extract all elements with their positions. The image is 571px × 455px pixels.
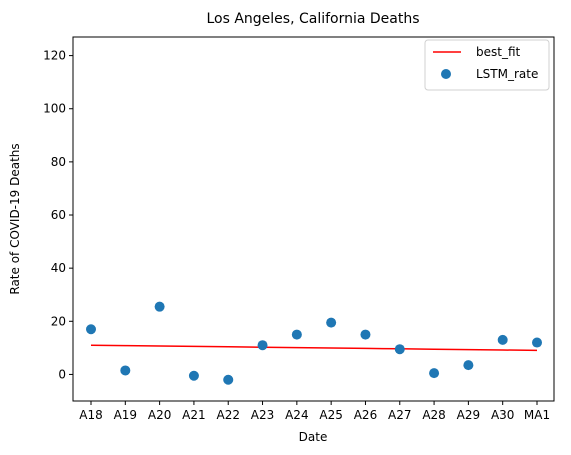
chart-title: Los Angeles, California Deaths <box>206 11 419 27</box>
lstm-rate-point <box>360 329 371 340</box>
lstm-rate-point <box>429 368 440 379</box>
lstm-rate-point <box>223 374 234 385</box>
x-tick-label: A21 <box>182 408 205 422</box>
legend-marker-swatch <box>441 69 451 79</box>
y-tick-label: 40 <box>51 261 66 275</box>
y-axis: 0 20 40 60 80 100 120 <box>43 49 73 381</box>
lstm-rate-point <box>86 324 96 335</box>
best-fit-line <box>90 344 538 352</box>
x-tick-label: A23 <box>251 408 274 422</box>
x-tick-label: A24 <box>285 408 308 422</box>
lstm-rate-point <box>291 329 302 340</box>
x-tick-label: A25 <box>319 408 342 422</box>
y-tick-label: 100 <box>43 102 66 116</box>
legend-best-fit-label: best_fit <box>476 45 521 59</box>
plot-frame <box>72 36 555 402</box>
legend: best_fit LSTM_rate <box>424 39 550 91</box>
lstm-rate-point <box>154 301 165 312</box>
y-tick-label: 120 <box>43 49 66 63</box>
lstm-rate-point <box>497 334 508 345</box>
series-layer <box>86 301 542 385</box>
x-tick-label: A30 <box>491 408 514 422</box>
x-tick-label: A22 <box>216 408 239 422</box>
x-tick-label: A28 <box>422 408 445 422</box>
lstm-rate-point <box>257 340 268 351</box>
x-tick-label: A20 <box>148 408 171 422</box>
x-tick-label: MA1 <box>524 408 550 422</box>
y-tick-label: 80 <box>51 155 66 169</box>
x-tick-label: A27 <box>388 408 411 422</box>
lstm-rate-point <box>326 317 337 328</box>
lstm-rate-point <box>188 370 199 381</box>
x-axis: A18 A19 A20 A21 A22 A23 A24 A25 A26 A27 A28 A29 A30 M… <box>79 401 550 422</box>
x-tick-label: A26 <box>354 408 377 422</box>
x-tick-label: A19 <box>114 408 137 422</box>
x-tick-label: A29 <box>457 408 480 422</box>
legend-lstm-rate-label: LSTM_rate <box>476 67 538 81</box>
lstm-rate-point <box>394 344 405 355</box>
lstm-rate-point <box>463 360 474 371</box>
y-tick-label: 20 <box>51 314 66 328</box>
lstm-rate-point <box>532 337 542 348</box>
x-tick-label: A18 <box>79 408 102 422</box>
lstm-rate-point <box>120 365 131 376</box>
y-axis-label: Rate of COVID-19 Deaths <box>8 143 22 294</box>
y-tick-label: 0 <box>58 367 66 381</box>
y-tick-label: 60 <box>51 208 66 222</box>
x-axis-label: Date <box>299 430 328 444</box>
